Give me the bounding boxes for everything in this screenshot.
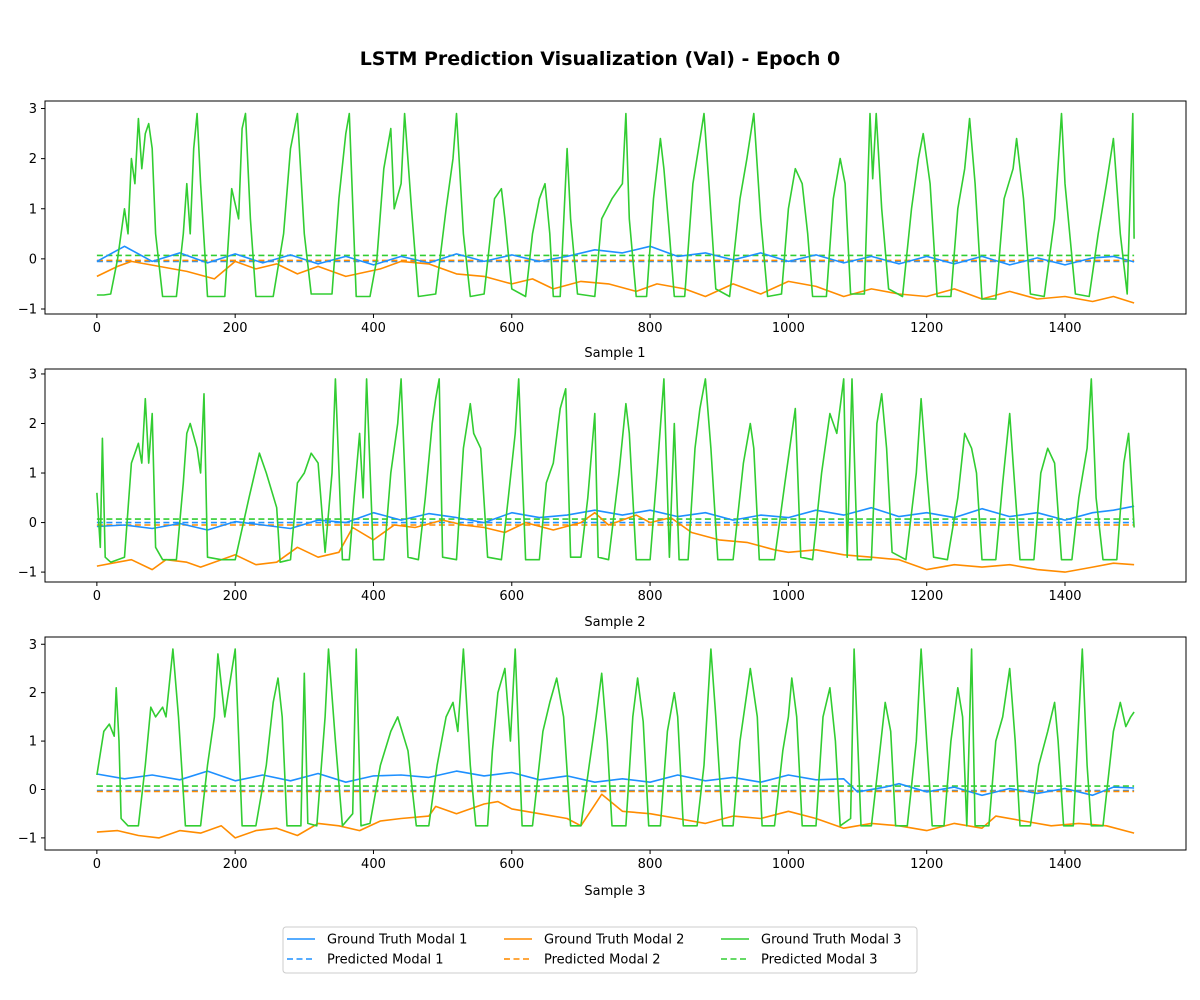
x-tick-label: 400: [361, 857, 386, 872]
y-tick-label: 3: [29, 638, 37, 653]
legend-label-ground-truth-modal-2: Ground Truth Modal 2: [544, 933, 684, 948]
y-tick-label: 2: [29, 417, 37, 432]
series-line-ground-truth-modal-3: [96, 378, 1135, 564]
x-tick-label: 1400: [1048, 589, 1081, 604]
x-tick-label: 200: [223, 857, 248, 872]
y-tick-label: 1: [29, 202, 37, 217]
legend-label-predicted-modal-2: Predicted Modal 2: [544, 953, 661, 968]
subplot-sample-2: 0 200 400 600 800 1000 1200 1400 −1 0 1 2 3 Sample 2: [18, 367, 1187, 630]
y-tick-label: 1: [29, 735, 37, 750]
x-tick-label: 0: [93, 589, 101, 604]
subplot-sample-3: 0 200 400 600 800 1000 1200 1400 −1 0 1 2 3 Sample 3: [18, 636, 1187, 899]
legend-label-predicted-modal-1: Predicted Modal 1: [327, 953, 444, 968]
y-tick-label: 0: [29, 516, 37, 531]
x-tick-label: 200: [223, 589, 248, 604]
figure-title: LSTM Prediction Visualization (Val) - Ep…: [360, 48, 841, 70]
series-line-ground-truth-modal-2: [96, 793, 1135, 839]
axes-frame: [44, 636, 1187, 851]
legend-box: [282, 926, 918, 974]
y-tick-label: 0: [29, 783, 37, 798]
x-tick-label: 0: [93, 321, 101, 336]
x-tick-label: 1400: [1048, 857, 1081, 872]
axis-ticks: 0 200 400 600 800 1000 1200 1400 −1 0 1 2 3: [18, 638, 1082, 872]
axes-frame: [44, 368, 1187, 583]
x-tick-label: 1000: [772, 589, 805, 604]
series-line-ground-truth-modal-2: [96, 260, 1135, 304]
y-tick-label: 3: [29, 367, 37, 382]
legend: Ground Truth Modal 1 Ground Truth Modal 2…: [282, 926, 918, 974]
x-tick-label: 400: [361, 321, 386, 336]
x-tick-label: 1200: [910, 857, 943, 872]
legend-items: Ground Truth Modal 1 Ground Truth Modal 2…: [287, 933, 901, 968]
x-tick-label: 800: [638, 321, 663, 336]
axes-frame: [44, 100, 1187, 315]
x-axis-label: Sample 1: [584, 346, 645, 361]
x-tick-label: 200: [223, 321, 248, 336]
legend-label-predicted-modal-3: Predicted Modal 3: [761, 953, 878, 968]
series-line-ground-truth-modal-1: [96, 505, 1135, 531]
series-line-ground-truth-modal-3: [96, 648, 1135, 827]
legend-label-ground-truth-modal-1: Ground Truth Modal 1: [327, 933, 467, 948]
x-tick-label: 0: [93, 857, 101, 872]
x-axis-label: Sample 3: [584, 884, 645, 899]
y-tick-label: −1: [18, 302, 37, 317]
x-axis-label: Sample 2: [584, 615, 645, 630]
x-tick-label: 1200: [910, 589, 943, 604]
y-tick-label: 0: [29, 252, 37, 267]
y-tick-label: 1: [29, 467, 37, 482]
axis-ticks: 0 200 400 600 800 1000 1200 1400 −1 0 1 2 3: [18, 367, 1082, 604]
x-tick-label: 1200: [910, 321, 943, 336]
plot-lines: [96, 648, 1135, 839]
y-tick-label: −1: [18, 566, 37, 581]
x-tick-label: 400: [361, 589, 386, 604]
y-tick-label: −1: [18, 831, 37, 846]
legend-label-ground-truth-modal-3: Ground Truth Modal 3: [761, 933, 901, 948]
plot-lines: [96, 378, 1135, 573]
series-line-ground-truth-modal-2: [96, 511, 1135, 573]
axis-ticks: 0 200 400 600 800 1000 1200 1400 −1 0 1 2 3: [18, 102, 1082, 336]
x-tick-label: 600: [499, 321, 524, 336]
x-tick-label: 1000: [772, 857, 805, 872]
x-tick-label: 600: [499, 857, 524, 872]
x-tick-label: 1400: [1048, 321, 1081, 336]
y-tick-label: 3: [29, 102, 37, 117]
x-tick-label: 600: [499, 589, 524, 604]
plot-lines: [96, 112, 1135, 304]
subplot-sample-1: 0 200 400 600 800 1000 1200 1400 −1 0 1 2 3 Sample 1: [18, 100, 1187, 361]
x-tick-label: 800: [638, 589, 663, 604]
series-line-ground-truth-modal-1: [96, 245, 1135, 266]
series-line-ground-truth-modal-3: [96, 112, 1135, 300]
x-tick-label: 1000: [772, 321, 805, 336]
y-tick-label: 2: [29, 152, 37, 167]
x-tick-label: 800: [638, 857, 663, 872]
y-tick-label: 2: [29, 686, 37, 701]
